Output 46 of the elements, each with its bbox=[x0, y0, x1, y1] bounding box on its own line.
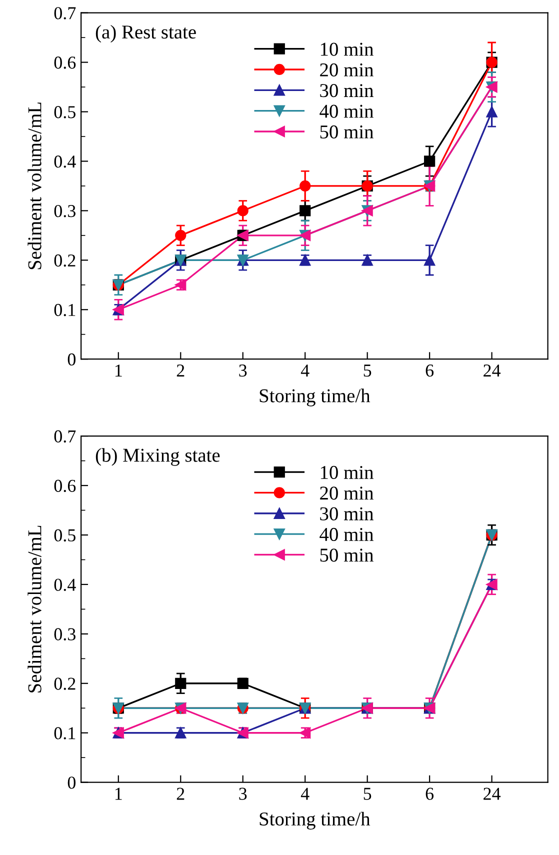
x-tick-label: 6 bbox=[426, 788, 434, 800]
y-tick-label: 0.6 bbox=[54, 56, 76, 69]
x-tick-label: 2 bbox=[176, 364, 184, 376]
x-axis-title: Storing time/h bbox=[260, 388, 370, 406]
y-tick-label: 0 bbox=[68, 353, 76, 366]
x-tick-label: 6 bbox=[426, 364, 434, 377]
legend-label: 40 min bbox=[320, 104, 374, 118]
legend-label: 30 min bbox=[320, 507, 374, 520]
y-tick-label: 0.3 bbox=[54, 628, 76, 640]
legend-label: 10 min bbox=[320, 42, 374, 56]
legend-label: 30 min bbox=[320, 84, 374, 98]
y-tick-label: 0.5 bbox=[54, 106, 76, 118]
x-tick-label: 24 bbox=[484, 364, 501, 376]
text: (b) Mixing state bbox=[96, 448, 220, 466]
legend-label: 50 min bbox=[320, 125, 374, 138]
y-tick-label: 0.1 bbox=[54, 727, 76, 740]
y-tick-label: 0.3 bbox=[54, 204, 76, 218]
x-axis-title: Storing time/h bbox=[260, 812, 370, 830]
legend-label: 50 min bbox=[320, 548, 374, 562]
y-tick-label: 0 bbox=[68, 776, 76, 789]
y-tick-label: 0.5 bbox=[54, 529, 76, 542]
x-tick-label: 1 bbox=[115, 364, 122, 376]
x-tick-label: 24 bbox=[484, 788, 501, 800]
x-tick-label: 5 bbox=[364, 788, 372, 800]
x-tick-label: 1 bbox=[115, 788, 122, 800]
legend-label: 40 min bbox=[320, 528, 374, 542]
x-tick-label: 4 bbox=[300, 364, 310, 376]
y-tick-label: 0.2 bbox=[54, 678, 76, 690]
y-tick-label: 0.7 bbox=[54, 7, 76, 20]
y-tick-label: 0.4 bbox=[54, 155, 76, 168]
x-tick-label: 4 bbox=[300, 788, 310, 800]
y-tick-label: 0.1 bbox=[54, 304, 76, 316]
text: (a) Rest state bbox=[96, 24, 196, 43]
y-axis-title: Sediment volume/mL bbox=[28, 526, 42, 692]
legend-label: 20 min bbox=[320, 63, 374, 76]
legend-label: 10 min bbox=[320, 466, 374, 480]
y-axis-title: Sediment volume/mL bbox=[28, 102, 42, 270]
y-tick-label: 0.7 bbox=[54, 430, 76, 443]
x-tick-label: 5 bbox=[364, 364, 372, 377]
legend-label: 20 min bbox=[320, 486, 374, 500]
x-tick-label: 3 bbox=[239, 364, 247, 377]
y-tick-label: 0.6 bbox=[54, 480, 76, 492]
y-tick-label: 0.2 bbox=[54, 254, 76, 267]
x-tick-label: 3 bbox=[239, 788, 247, 800]
x-tick-label: 2 bbox=[176, 788, 184, 800]
y-tick-label: 0.4 bbox=[54, 578, 76, 591]
